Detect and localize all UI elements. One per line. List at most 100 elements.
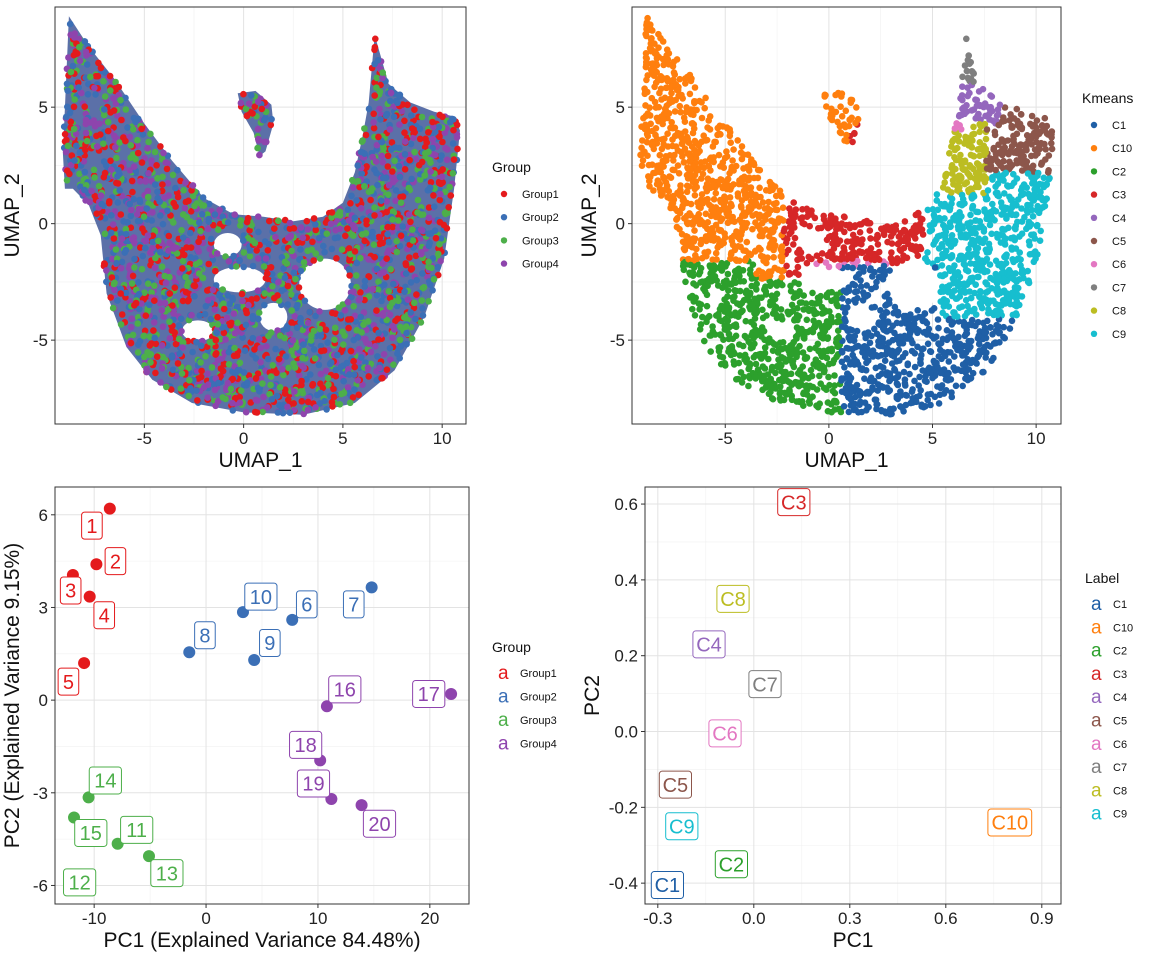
cell-point xyxy=(417,319,425,326)
cell-point xyxy=(134,349,142,356)
cell-point xyxy=(151,334,158,342)
cell-point xyxy=(379,74,386,82)
cell-point xyxy=(136,337,144,345)
cell-point xyxy=(238,290,246,298)
cell-point xyxy=(187,385,194,392)
cell-point xyxy=(845,298,852,305)
cell-point xyxy=(177,385,185,392)
cell-point xyxy=(900,312,908,320)
cell-point xyxy=(331,324,339,332)
cell-point xyxy=(117,230,125,237)
cell-point xyxy=(204,225,212,233)
cell-point xyxy=(279,409,287,417)
cell-point xyxy=(248,92,255,99)
cell-point xyxy=(803,382,810,389)
cell-point xyxy=(901,218,909,225)
cell-point xyxy=(805,305,812,313)
cell-point xyxy=(219,394,226,401)
cell-point xyxy=(91,192,99,200)
cell-point xyxy=(159,323,167,331)
cell-point xyxy=(394,315,401,323)
cell-point xyxy=(345,266,353,273)
cell-point xyxy=(390,113,398,121)
cell-point xyxy=(743,238,751,246)
cell-point xyxy=(888,360,896,367)
cell-point xyxy=(678,140,686,147)
group-legend-key xyxy=(500,214,508,221)
cell-point xyxy=(1033,138,1040,146)
cell-point xyxy=(157,379,164,386)
cell-point xyxy=(724,270,732,278)
cell-point xyxy=(187,208,195,215)
cell-point xyxy=(267,329,275,336)
cell-point xyxy=(684,135,691,143)
cell-point xyxy=(301,347,308,355)
cell-point xyxy=(771,183,779,190)
cell-point xyxy=(204,297,212,304)
cell-point xyxy=(93,143,101,150)
cell-point xyxy=(367,196,374,204)
cell-point xyxy=(142,244,149,252)
cell-point xyxy=(745,382,752,390)
cell-point xyxy=(1034,202,1041,210)
cell-point xyxy=(212,402,219,410)
y-axis-title: UMAP_2 xyxy=(1,173,24,257)
cell-point xyxy=(841,309,849,317)
cell-point xyxy=(751,315,759,322)
cell-point xyxy=(231,211,238,218)
cell-point xyxy=(344,384,352,391)
cell-point xyxy=(143,205,150,212)
cell-point xyxy=(706,312,713,320)
cell-point xyxy=(83,51,90,59)
cell-point xyxy=(211,211,219,218)
cell-point xyxy=(1008,143,1016,150)
cell-point xyxy=(696,326,704,333)
cell-point xyxy=(297,267,305,275)
cell-point xyxy=(975,183,982,191)
cell-point xyxy=(372,158,380,165)
cell-point xyxy=(197,359,204,366)
cell-point xyxy=(283,325,291,333)
cell-point xyxy=(394,350,401,358)
cell-point xyxy=(223,314,231,322)
cell-point xyxy=(365,373,373,380)
cell-point xyxy=(427,168,434,175)
x-tick-label: 0 xyxy=(239,429,248,448)
cell-point xyxy=(386,344,394,352)
cell-point xyxy=(284,282,292,290)
cell-point xyxy=(774,219,782,226)
cell-point xyxy=(703,302,711,310)
cell-point xyxy=(239,297,246,305)
cell-point xyxy=(170,219,177,226)
cell-point xyxy=(437,235,445,242)
cell-point xyxy=(1009,124,1016,131)
cell-point xyxy=(653,180,661,188)
cell-point xyxy=(138,265,146,273)
cell-point xyxy=(768,366,775,374)
cell-point xyxy=(351,371,358,379)
cell-point xyxy=(970,123,977,131)
cell-point xyxy=(384,223,392,231)
cell-point xyxy=(823,103,830,110)
cell-point xyxy=(732,162,740,170)
cell-point xyxy=(209,256,217,264)
cell-point xyxy=(264,404,271,411)
cell-point xyxy=(960,280,968,288)
cell-point xyxy=(431,227,439,234)
cell-point xyxy=(806,345,814,353)
cell-point xyxy=(351,225,359,233)
cell-point xyxy=(348,192,355,200)
cell-point xyxy=(177,315,185,323)
cell-point xyxy=(261,301,268,309)
cell-point xyxy=(284,403,291,411)
cell-point xyxy=(638,144,645,152)
cell-point xyxy=(720,336,727,344)
cell-point xyxy=(151,264,159,272)
cell-point xyxy=(344,206,352,214)
cell-point xyxy=(230,352,238,360)
cell-point xyxy=(401,166,409,173)
cell-point xyxy=(748,332,755,339)
cell-point xyxy=(944,186,951,193)
cell-point xyxy=(101,69,109,76)
cell-point xyxy=(272,233,279,241)
